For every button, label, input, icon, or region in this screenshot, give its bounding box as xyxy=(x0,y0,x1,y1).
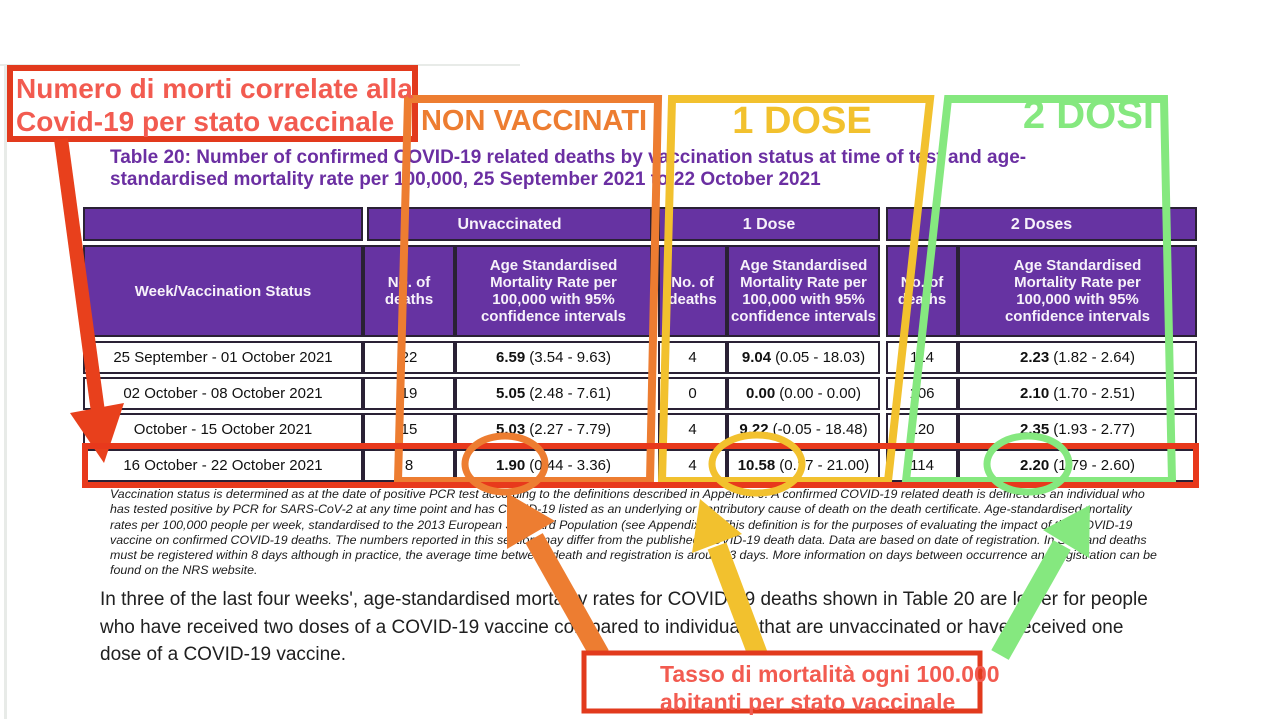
rate-ci: (1.79 - 2.60) xyxy=(1053,457,1135,474)
table-row-cell: 5.05 (2.48 - 7.61) xyxy=(455,377,652,410)
table-row-cell: 2.10 (1.70 - 2.51) xyxy=(958,377,1197,410)
rate-value: 0.00 xyxy=(746,385,776,402)
table-row-cell: October - 15 October 2021 xyxy=(83,413,363,446)
table-footnote: Vaccination status is determined as at t… xyxy=(110,487,1157,578)
group-header-1dose: 1 Dose xyxy=(658,207,880,241)
table-row-cell: 1.90 (0.44 - 3.36) xyxy=(455,449,652,482)
rate-ci: (0.17 - 21.00) xyxy=(779,457,870,474)
rate-value: 5.05 xyxy=(496,385,526,402)
rate-value: 2.23 xyxy=(1020,349,1050,366)
rate-value: 9.04 xyxy=(741,349,772,366)
rate-value: 6.59 xyxy=(496,349,526,366)
rate-value: 2.20 xyxy=(1020,457,1050,474)
rate-ci: (1.70 - 2.51) xyxy=(1053,385,1135,402)
table-row-cell: 6.59 (3.54 - 9.63) xyxy=(455,341,652,374)
header-d1-asmr: Age Standardised Mortality Rate per 100,… xyxy=(727,245,880,337)
group-header-blank xyxy=(83,207,363,241)
rate-note-line1: Tasso di mortalità ogni 100.000 xyxy=(660,661,1000,687)
dose2-column-label: 2 DOSI xyxy=(1022,93,1154,137)
deaths-note-line1: Numero di morti correlate alla xyxy=(16,73,413,104)
table-row-cell: 9.04 (0.05 - 18.03) xyxy=(727,341,880,374)
rate-ci: (2.27 - 7.79) xyxy=(529,421,611,438)
deaths-note-text: Numero di morti correlate alla Covid-19 … xyxy=(16,72,413,138)
table-row-cell: 22 xyxy=(363,341,455,374)
body-paragraph: In three of the last four weeks', age-st… xyxy=(100,589,1148,665)
group-header-unvaccinated: Unvaccinated xyxy=(367,207,652,241)
table-row-cell: 0.00 (0.00 - 0.00) xyxy=(727,377,880,410)
table-row-cell: 25 September - 01 October 2021 xyxy=(83,341,363,374)
table-row-cell: 15 xyxy=(363,413,455,446)
rate-value: 2.35 xyxy=(1020,421,1050,438)
table-row-cell: 4 xyxy=(658,449,727,482)
table-row-cell: 2.20 (1.79 - 2.60) xyxy=(958,449,1197,482)
rate-note-line2: abitanti per stato vaccinale xyxy=(660,689,956,715)
header-u-asmr: Age Standardised Mortality Rate per 100,… xyxy=(455,245,652,337)
page-edge-vertical xyxy=(4,64,7,719)
table-row-cell: 02 October - 08 October 2021 xyxy=(83,377,363,410)
header-d2-asmr: Age Standardised Mortality Rate per 100,… xyxy=(958,245,1197,337)
rate-value: 2.10 xyxy=(1020,385,1050,402)
rate-value: 5.03 xyxy=(496,421,526,438)
table-title: Table 20: Number of confirmed COVID-19 r… xyxy=(110,147,1027,190)
rate-ci: (1.82 - 2.64) xyxy=(1053,349,1135,366)
table-row-cell: 114 xyxy=(886,341,958,374)
table-row-cell: 4 xyxy=(658,413,727,446)
rate-value: 9.22 xyxy=(739,421,769,438)
rate-ci: (3.54 - 9.63) xyxy=(529,349,611,366)
rate-note-text: Tasso di mortalità ogni 100.000 abitanti… xyxy=(598,660,1000,716)
unvaccinated-column-label: NON VACCINATI xyxy=(420,105,648,137)
table-row-cell: 4 xyxy=(658,341,727,374)
rate-ci: (1.93 - 2.77) xyxy=(1053,421,1135,438)
header-week: Week/Vaccination Status xyxy=(83,245,363,337)
rate-ci: (0.44 - 3.36) xyxy=(529,457,611,474)
table-row-cell: 5.03 (2.27 - 7.79) xyxy=(455,413,652,446)
rate-ci: (-0.05 - 18.48) xyxy=(772,421,868,438)
table-row-cell: 106 xyxy=(886,377,958,410)
table-row-cell: 2.23 (1.82 - 2.64) xyxy=(958,341,1197,374)
header-d2-deaths: No. of deaths xyxy=(886,245,958,337)
rate-value: 1.90 xyxy=(496,457,526,474)
group-header-2doses: 2 Doses xyxy=(886,207,1197,241)
table-row-cell: 114 xyxy=(886,449,958,482)
rate-ci: (2.48 - 7.61) xyxy=(529,385,611,402)
header-u-asmr-text: Age Standardised Mortality Rate per 100,… xyxy=(480,257,627,325)
dose1-column-label: 1 DOSE xyxy=(732,100,872,142)
page-edge-horizontal xyxy=(0,64,520,66)
table-row-cell: 19 xyxy=(363,377,455,410)
header-d1-deaths: No. of deaths xyxy=(658,245,727,337)
table-row-cell: 10.58 (0.17 - 21.00) xyxy=(727,449,880,482)
deaths-note-line2: Covid-19 per stato vaccinale xyxy=(16,106,395,137)
table-row-cell: 120 xyxy=(886,413,958,446)
header-d1-asmr-text: Age Standardised Mortality Rate per 100,… xyxy=(730,257,877,325)
header-d2-asmr-text: Age Standardised Mortality Rate per 100,… xyxy=(1004,257,1151,325)
table-row-cell: 9.22 (-0.05 - 18.48) xyxy=(727,413,880,446)
table-row-cell: 2.35 (1.93 - 2.77) xyxy=(958,413,1197,446)
table-row-cell: 16 October - 22 October 2021 xyxy=(83,449,363,482)
rate-value: 10.58 xyxy=(737,457,776,474)
rate-ci: (0.05 - 18.03) xyxy=(775,349,866,366)
rate-ci: (0.00 - 0.00) xyxy=(779,385,861,402)
header-u-deaths: No. of deaths xyxy=(363,245,455,337)
table-row-cell: 0 xyxy=(658,377,727,410)
table-row-cell: 8 xyxy=(363,449,455,482)
